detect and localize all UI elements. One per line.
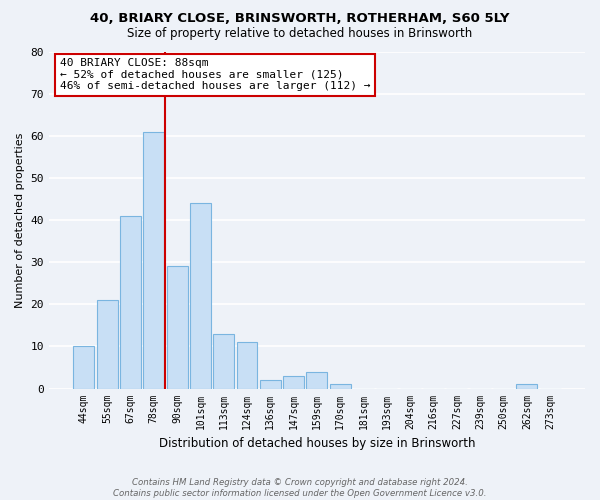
Bar <box>330 384 351 388</box>
Bar <box>236 342 257 388</box>
Bar <box>283 376 304 388</box>
Bar <box>143 132 164 388</box>
Bar <box>97 300 118 388</box>
Bar <box>120 216 141 388</box>
Text: 40, BRIARY CLOSE, BRINSWORTH, ROTHERHAM, S60 5LY: 40, BRIARY CLOSE, BRINSWORTH, ROTHERHAM,… <box>90 12 510 26</box>
Text: 40 BRIARY CLOSE: 88sqm
← 52% of detached houses are smaller (125)
46% of semi-de: 40 BRIARY CLOSE: 88sqm ← 52% of detached… <box>59 58 370 92</box>
X-axis label: Distribution of detached houses by size in Brinsworth: Distribution of detached houses by size … <box>159 437 475 450</box>
Y-axis label: Number of detached properties: Number of detached properties <box>15 132 25 308</box>
Bar <box>190 203 211 388</box>
Bar <box>167 266 188 388</box>
Text: Contains HM Land Registry data © Crown copyright and database right 2024.
Contai: Contains HM Land Registry data © Crown c… <box>113 478 487 498</box>
Bar <box>260 380 281 388</box>
Text: Size of property relative to detached houses in Brinsworth: Size of property relative to detached ho… <box>127 28 473 40</box>
Bar <box>517 384 538 388</box>
Bar <box>213 334 234 388</box>
Bar <box>73 346 94 389</box>
Bar <box>307 372 328 388</box>
